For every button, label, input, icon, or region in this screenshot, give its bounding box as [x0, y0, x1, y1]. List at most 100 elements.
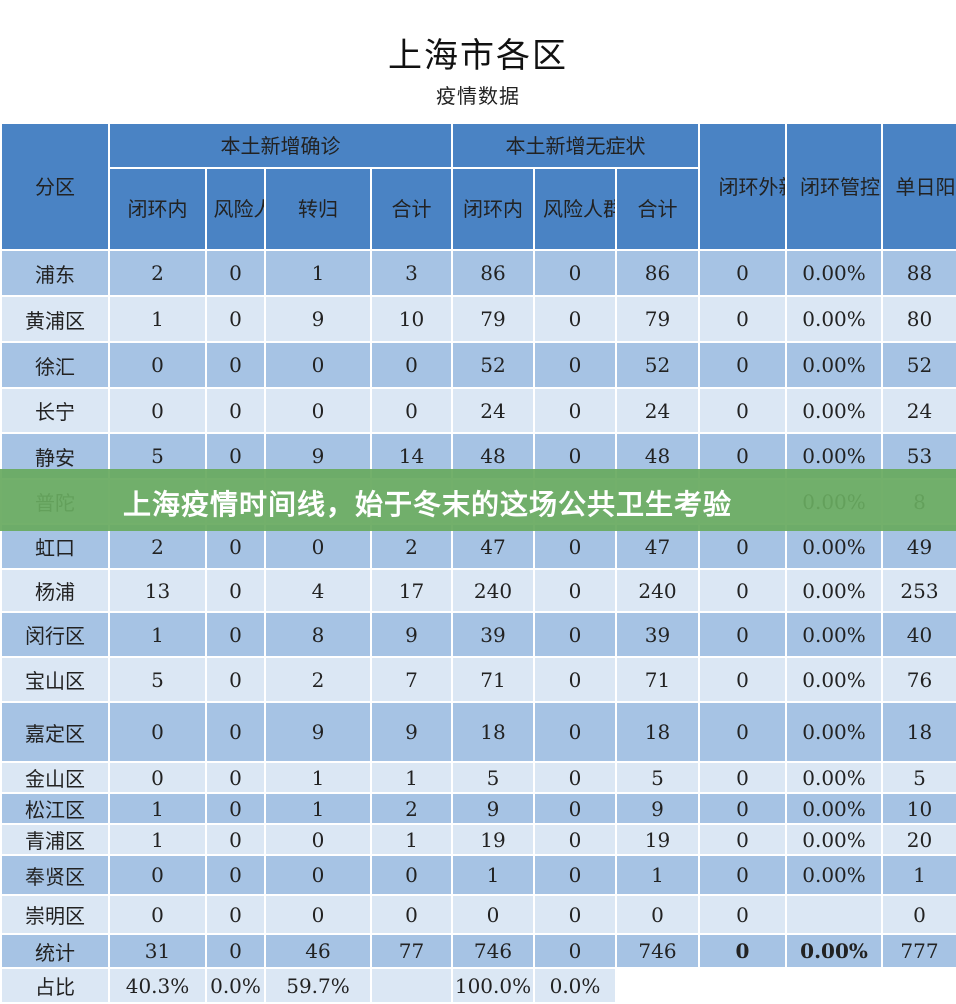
data-cell: 0	[108, 894, 207, 935]
title-area: 上海市各区 疫情数据	[0, 0, 956, 122]
data-cell: 0	[205, 341, 266, 389]
data-cell: 0	[698, 894, 788, 935]
data-cell: 0.00%	[785, 701, 884, 763]
table-row: 闵行区 1 0 8 9 39 0 39 0 0.00% 40	[0, 611, 956, 658]
data-cell: 0	[533, 387, 617, 434]
data-cell: 0	[205, 295, 266, 343]
total-cell: 0	[533, 933, 617, 969]
data-cell: 86	[614, 249, 701, 297]
data-cell: 5	[614, 761, 701, 794]
total-cell: 0	[205, 933, 266, 969]
data-cell: 39	[451, 611, 535, 658]
data-cell: 1	[108, 792, 207, 825]
header-asym-closed-loop: 闭环内	[451, 167, 535, 251]
data-cell: 5	[108, 656, 207, 703]
table-row: 奉贤区 0 0 0 0 1 0 1 0 0.00% 1	[0, 854, 956, 896]
data-cell: 0	[205, 568, 266, 613]
data-cell: 0	[698, 823, 788, 856]
data-cell: 52	[881, 341, 956, 389]
data-cell: 0	[205, 823, 266, 856]
table-row: 杨浦 13 0 4 17 240 0 240 0 0.00% 253	[0, 568, 956, 613]
district-cell: 闵行区	[0, 611, 110, 658]
data-cell: 0	[614, 894, 701, 935]
district-cell: 松江区	[0, 792, 110, 825]
data-cell: 9	[264, 701, 372, 763]
data-cell: 20	[881, 823, 956, 856]
district-cell: 浦东	[0, 249, 110, 297]
header-confirmed-closed-loop: 闭环内	[108, 167, 207, 251]
data-cell: 0	[370, 854, 453, 896]
table-row: 嘉定区 0 0 9 9 18 0 18 0 0.00% 18	[0, 701, 956, 763]
data-cell: 0	[533, 894, 617, 935]
total-cell: 0.00%	[785, 933, 884, 969]
empty-cell	[881, 967, 956, 1004]
data-cell: 0	[205, 894, 266, 935]
total-cell: 777	[881, 933, 956, 969]
data-cell: 0	[205, 854, 266, 896]
total-cell: 46	[264, 933, 372, 969]
data-cell: 0	[533, 854, 617, 896]
district-cell: 杨浦	[0, 568, 110, 613]
data-cell: 0.00%	[785, 387, 884, 434]
district-cell: 黄浦区	[0, 295, 110, 343]
header-daily-positive-label: 单日阳性增量	[895, 174, 956, 199]
data-cell: 71	[614, 656, 701, 703]
data-cell: 80	[881, 295, 956, 343]
data-cell: 0	[533, 761, 617, 794]
data-cell: 19	[451, 823, 535, 856]
data-cell: 0	[533, 568, 617, 613]
data-cell: 0	[698, 295, 788, 343]
data-cell: 0.00%	[785, 568, 884, 613]
header-row-1: 分区 本土新增确诊 本土新增无症状 闭环外新增 闭环管控外占比 单日阳性增量	[0, 122, 956, 251]
header-daily-positive: 单日阳性增量	[881, 122, 956, 251]
data-cell: 0	[264, 823, 372, 856]
data-cell: 0.00%	[785, 341, 884, 389]
data-cell: 0	[533, 792, 617, 825]
header-asym-risk-group: 风险人群	[533, 167, 617, 251]
header-group-confirmed: 本土新增确诊	[108, 122, 453, 169]
table-row: 宝山区 5 0 2 7 71 0 71 0 0.00% 76	[0, 656, 956, 703]
data-cell: 24	[614, 387, 701, 434]
article-title[interactable]: 上海疫情时间线，始于冬末的这场公共卫生考验	[123, 488, 733, 521]
district-cell: 青浦区	[0, 823, 110, 856]
data-cell: 0	[108, 387, 207, 434]
data-cell: 0	[698, 761, 788, 794]
data-cell: 0	[370, 894, 453, 935]
data-cell: 0	[698, 611, 788, 658]
percent-cell: 0.0%	[533, 967, 617, 1004]
table-row: 浦东 2 0 1 3 86 0 86 0 0.00% 88	[0, 249, 956, 297]
data-cell: 0	[264, 894, 372, 935]
data-cell: 0	[698, 249, 788, 297]
district-cell: 奉贤区	[0, 854, 110, 896]
data-cell: 9	[264, 295, 372, 343]
data-cell: 0	[205, 611, 266, 658]
data-cell: 1	[264, 761, 372, 794]
data-cell: 0	[698, 854, 788, 896]
data-cell: 13	[108, 568, 207, 613]
data-cell: 0	[205, 792, 266, 825]
data-cell: 0	[108, 854, 207, 896]
data-cell: 0	[108, 701, 207, 763]
data-cell: 1	[614, 854, 701, 896]
data-cell: 2	[108, 249, 207, 297]
article-title-banner[interactable]: 上海疫情时间线，始于冬末的这场公共卫生考验	[0, 469, 956, 531]
empty-cell	[698, 967, 788, 1004]
data-cell: 52	[614, 341, 701, 389]
data-cell: 0.00%	[785, 761, 884, 794]
data-cell: 0.00%	[785, 249, 884, 297]
data-cell: 0	[698, 341, 788, 389]
data-cell: 8	[264, 611, 372, 658]
page-subtitle: 疫情数据	[436, 84, 520, 108]
data-cell: 5	[451, 761, 535, 794]
header-confirmed-risk-group-label: 风险人群	[213, 197, 264, 221]
table-row: 徐汇 0 0 0 0 52 0 52 0 0.00% 52	[0, 341, 956, 389]
data-cell: 0.00%	[785, 611, 884, 658]
data-cell: 0.00%	[785, 656, 884, 703]
data-cell: 0.00%	[785, 854, 884, 896]
table-row: 青浦区 1 0 0 1 19 0 19 0 0.00% 20	[0, 823, 956, 856]
data-cell: 48	[451, 432, 535, 480]
data-cell: 2	[264, 656, 372, 703]
district-cell: 金山区	[0, 761, 110, 794]
total-cell: 31	[108, 933, 207, 969]
data-cell: 1	[264, 792, 372, 825]
